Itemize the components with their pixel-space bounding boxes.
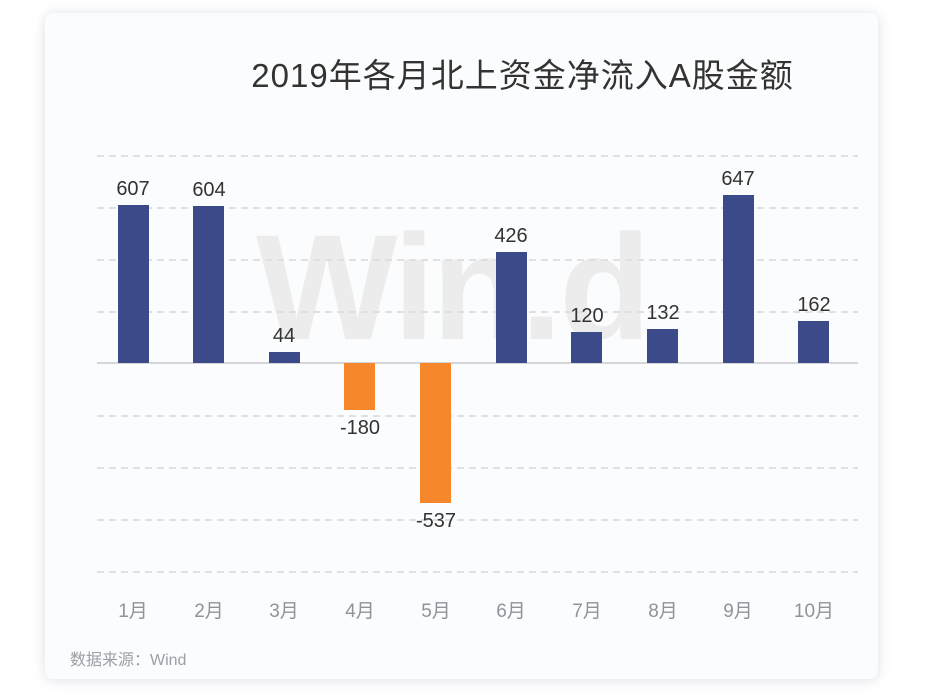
x-tick-1月: 1月 <box>118 601 148 622</box>
data-source-note: 数据来源：Wind <box>70 652 187 669</box>
x-tick-6月: 6月 <box>496 601 526 622</box>
x-tick-9月: 9月 <box>723 601 753 622</box>
bar-6月 <box>496 252 527 363</box>
bar-7月 <box>571 332 602 363</box>
value-label-7月: 120 <box>570 305 604 327</box>
x-tick-3月: 3月 <box>269 601 299 622</box>
bar-9月 <box>723 195 754 363</box>
chart-title: 2019年各月北上资金净流入A股金额 <box>251 57 794 94</box>
x-tick-8月: 8月 <box>648 601 678 622</box>
gridline-negative-800 <box>97 571 858 573</box>
value-label-4月: -180 <box>339 417 381 439</box>
bar-4月 <box>344 363 375 410</box>
x-tick-10月: 10月 <box>793 601 835 622</box>
gridline-negative-400 <box>97 467 858 469</box>
zero-axis-line <box>97 362 858 364</box>
gridline-negative-600 <box>97 519 858 521</box>
bar-10月 <box>798 321 829 363</box>
bar-1月 <box>118 205 149 363</box>
bar-5月 <box>420 363 451 503</box>
bar-8月 <box>647 329 678 363</box>
value-label-6月: 426 <box>494 225 528 247</box>
bar-3月 <box>269 352 300 363</box>
gridline-positive-400 <box>97 259 858 261</box>
value-label-8月: 132 <box>646 302 680 324</box>
x-tick-5月: 5月 <box>421 601 451 622</box>
value-label-2月: 604 <box>192 179 226 201</box>
value-label-5月: -537 <box>415 510 457 532</box>
value-label-3月: 44 <box>272 325 296 347</box>
x-tick-2月: 2月 <box>194 601 224 622</box>
gridline-positive-200 <box>97 311 858 313</box>
value-label-10月: 162 <box>797 294 831 316</box>
value-label-9月: 647 <box>721 168 755 190</box>
x-tick-7月: 7月 <box>572 601 602 622</box>
gridline-positive-800 <box>97 155 858 157</box>
gridline-positive-600 <box>97 207 858 209</box>
value-label-1月: 607 <box>116 178 150 200</box>
gridline-negative-200 <box>97 415 858 417</box>
x-tick-4月: 4月 <box>345 601 375 622</box>
bar-2月 <box>193 206 224 363</box>
